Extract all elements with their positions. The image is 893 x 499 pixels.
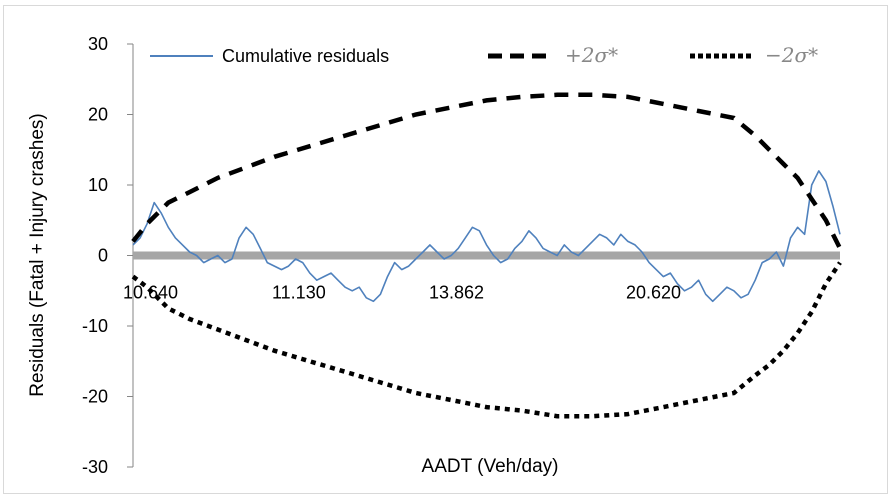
y-tick-label: 0 [98, 246, 108, 266]
x-tick-label: 11.130 [272, 283, 326, 303]
legend: Cumulative residuals +2σ* −2σ* [150, 43, 818, 67]
x-tick-label: 20.620 [626, 283, 681, 303]
x-tick-label: 13.862 [429, 283, 484, 303]
x-tick-label: 10.640 [123, 283, 178, 303]
y-tick-label: -10 [82, 316, 108, 336]
y-tick-label: 20 [88, 105, 108, 125]
x-axis-title: AADT (Veh/day) [422, 456, 559, 477]
legend-label-residuals: Cumulative residuals [222, 46, 389, 66]
legend-label-plus: +2σ* [565, 43, 618, 67]
y-axis-title: Residuals (Fatal + Injury crashes) [27, 113, 48, 397]
chart-frame [3, 5, 888, 494]
y-tick-label: -20 [82, 387, 108, 407]
series-line-2 [131, 261, 842, 419]
series-line-1 [131, 92, 843, 250]
x-tick-label-group: 10.640 11.130 13.862 20.620 [123, 283, 681, 303]
y-tick-label: 30 [88, 34, 108, 54]
y-tick-label: 10 [88, 175, 108, 195]
series-group [131, 92, 843, 419]
y-tick-group: 30 20 10 0 -10 -20 -30 [82, 34, 133, 477]
legend-label-minus: −2σ* [765, 43, 818, 67]
y-tick-label: -30 [82, 457, 108, 477]
series-line-0 [132, 170, 841, 303]
